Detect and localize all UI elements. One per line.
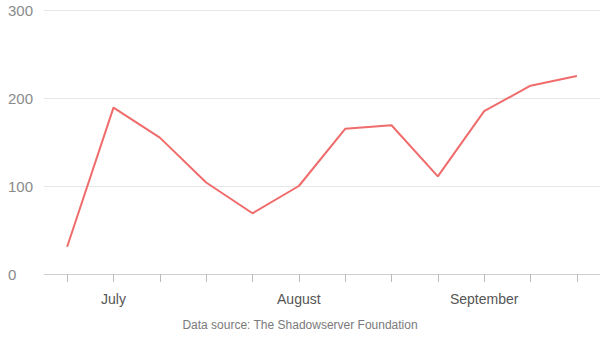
svg-text:300: 300 [8, 2, 33, 19]
svg-text:0: 0 [8, 266, 16, 283]
svg-text:Data source: The Shadowserver: Data source: The Shadowserver Foundation [182, 318, 417, 332]
svg-text:200: 200 [8, 90, 33, 107]
svg-text:July: July [101, 291, 126, 307]
svg-text:September: September [450, 291, 519, 307]
svg-text:August: August [277, 291, 321, 307]
svg-text:100: 100 [8, 178, 33, 195]
